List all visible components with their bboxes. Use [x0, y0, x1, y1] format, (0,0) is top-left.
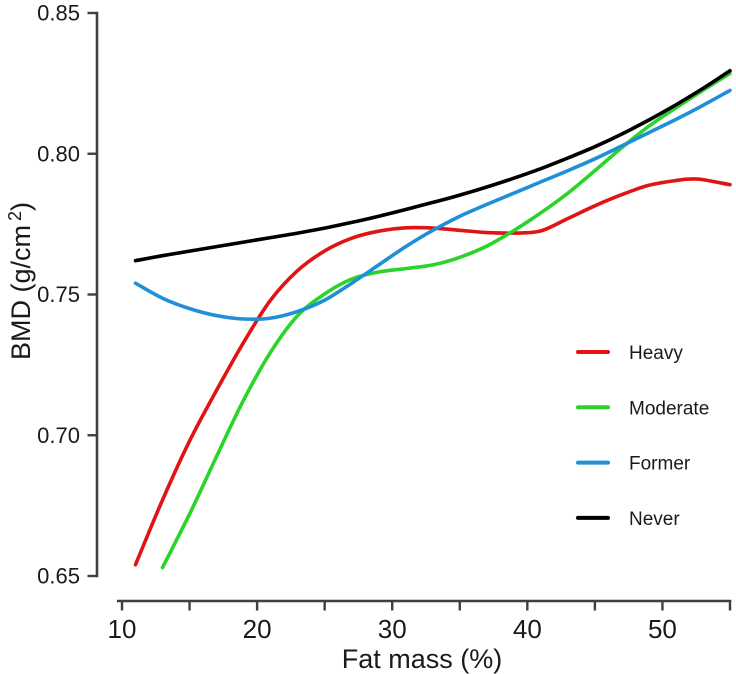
y-tick-label: 0.80: [37, 141, 80, 166]
x-tick-label: 40: [513, 614, 542, 644]
curve-former: [133, 88, 732, 322]
y-tick-label: 0.70: [37, 423, 80, 448]
legend-item-moderate: Moderate: [576, 398, 709, 419]
x-tick-label: 50: [648, 614, 677, 644]
legend-item-never: Never: [576, 509, 680, 530]
legend-item-heavy: Heavy: [576, 343, 683, 364]
x-tick-label: 20: [243, 614, 272, 644]
legend-label-never: Never: [629, 509, 680, 530]
x-axis: 10 20 30 40 50: [108, 599, 732, 644]
x-tick-label: 10: [108, 614, 137, 644]
legend-label-former: Former: [629, 454, 691, 475]
legend: Heavy Moderate Former Never: [576, 343, 709, 530]
curve-moderate: [160, 71, 732, 570]
legend-label-heavy: Heavy: [629, 343, 683, 364]
axis-titles: Fat mass (%) BMD (g/cm2): [5, 202, 502, 674]
curve-never: [133, 68, 732, 263]
y-axis-title: BMD (g/cm2): [5, 202, 36, 360]
x-tick-label: 30: [378, 614, 407, 644]
curve-heavy: [133, 177, 732, 567]
y-tick-label: 0.75: [37, 282, 80, 307]
y-axis: 0.85 0.80 0.75 0.70 0.65: [37, 1, 99, 589]
y-tick-label: 0.65: [37, 564, 80, 589]
x-axis-title: Fat mass (%): [342, 644, 503, 674]
legend-label-moderate: Moderate: [629, 398, 709, 419]
legend-item-former: Former: [576, 454, 691, 475]
y-tick-label: 0.85: [37, 1, 80, 26]
curves: [133, 68, 732, 570]
